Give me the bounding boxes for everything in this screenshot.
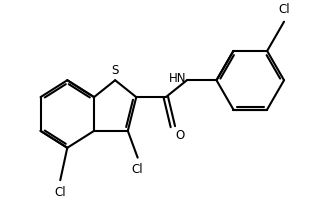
Text: Cl: Cl	[54, 186, 66, 199]
Text: Cl: Cl	[132, 163, 143, 176]
Text: Cl: Cl	[278, 3, 290, 16]
Text: S: S	[111, 64, 119, 77]
Text: HN: HN	[169, 72, 186, 85]
Text: O: O	[175, 129, 185, 142]
